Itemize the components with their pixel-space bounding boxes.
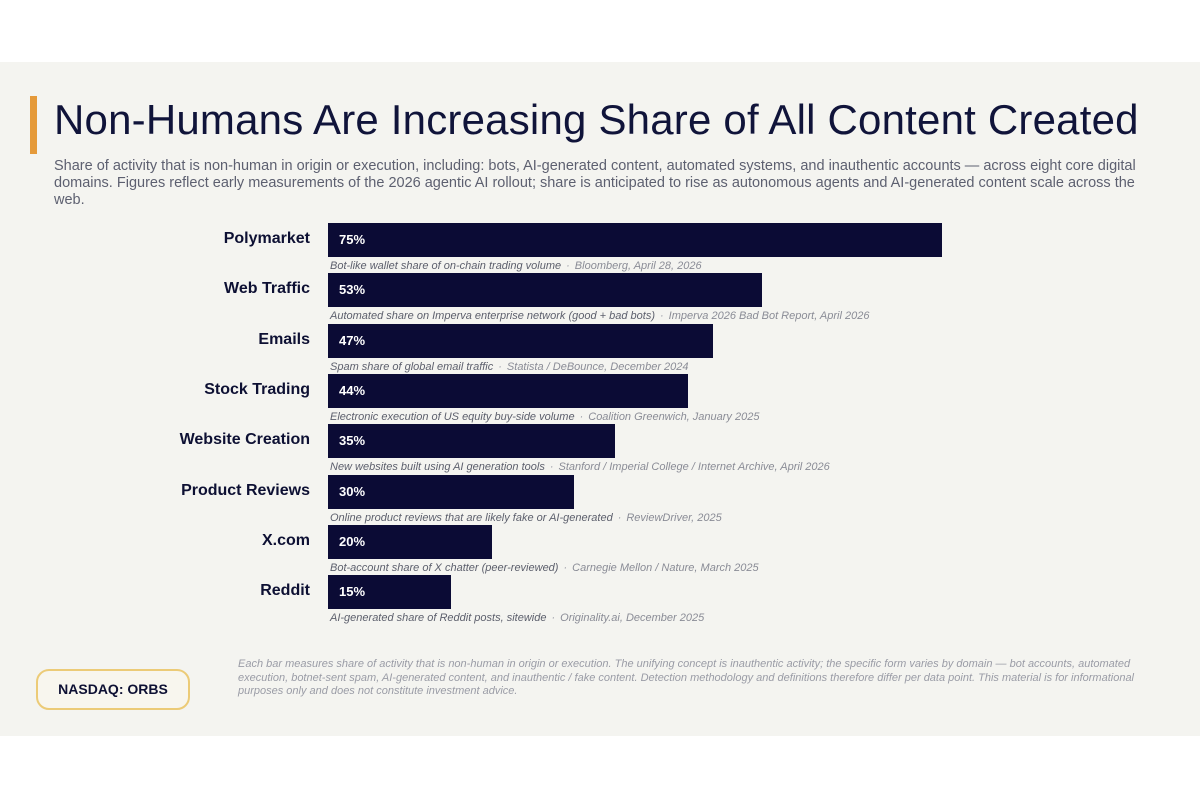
source-separator: · [660,310,664,323]
ticker-badge: NASDAQ: ORBS [36,669,190,710]
bar-product-reviews: 30% [328,474,574,509]
bar-emails: 47% [328,323,713,358]
bar-source: Statista / DeBounce, December 2024 [506,360,689,373]
bar-website-creation: 35% [328,424,615,459]
bar-value-label: 15% [339,584,366,600]
source-separator: · [617,511,622,524]
category-label-polymarket: Polymarket [223,230,310,247]
bar-annotation-polymarket: Bot-like wallet share of on-chain tradin… [330,260,702,272]
bar-value-label: 30% [339,483,366,499]
bar-description: Online product reviews that are likely f… [330,511,613,524]
bar-x-com: 20% [328,524,492,559]
bar-value-label: 20% [339,533,366,549]
source-separator: · [579,410,584,423]
category-label-web-traffic: Web Traffic [224,280,310,298]
bar-source: Stanford / Imperial College / Internet A… [558,461,830,474]
category-label-website-creation: Website Creation [179,431,310,449]
bar-description: Spam share of global email traffic [330,360,494,373]
source-separator: · [551,612,556,625]
bar-source: Originality.ai, December 2025 [560,612,705,625]
bar-value-label: 44% [339,382,366,398]
bar-description: Automated share on Imperva enterprise ne… [330,310,655,323]
bar-web-traffic: 53% [328,273,762,308]
bar-annotation-stock-trading: Electronic execution of US equity buy-si… [330,411,759,423]
bar-source: Imperva 2026 Bad Bot Report, April 2026 [668,310,870,323]
bar-source: Coalition Greenwich, January 2025 [588,410,760,423]
bar-source: Carnegie Mellon / Nature, March 2025 [572,561,759,574]
category-label-product-reviews: Product Reviews [181,481,310,499]
bar-source: ReviewDriver, 2025 [626,511,722,524]
source-separator: · [549,461,554,474]
category-label-emails: Emails [258,330,310,348]
bar-annotation-web-traffic: Automated share on Imperva enterprise ne… [330,310,869,322]
bar-description: Bot-account share of X chatter (peer-rev… [330,561,559,574]
bar-annotation-x-com: Bot-account share of X chatter (peer-rev… [330,562,759,574]
source-separator: · [563,561,568,574]
bar-annotation-emails: Spam share of global email traffic · Stati… [330,361,689,373]
source-separator: · [498,360,502,373]
category-label-reddit: Reddit [260,582,310,600]
category-label-stock-trading: Stock Trading [204,380,310,398]
bar-description: Bot-like wallet share of on-chain tradin… [330,260,562,272]
bar-description: New websites built using AI generation t… [330,461,545,474]
bar-value-label: 35% [339,433,366,449]
bar-value-label: 47% [339,332,366,348]
page-title: Non-Humans Are Increasing Share of All C… [54,96,1139,143]
bar-description: AI-generated share of Reddit posts, site… [330,612,547,625]
bar-annotation-product-reviews: Online product reviews that are likely f… [330,512,722,524]
bar-source: Bloomberg, April 28, 2026 [574,260,702,272]
bar-annotation-reddit: AI-generated share of Reddit posts, site… [330,612,704,624]
bar-value-label: 75% [339,232,366,247]
title-accent-bar [30,96,37,154]
bar-stock-trading: 44% [328,373,689,408]
category-label-x-com: X.com [261,531,310,549]
bar-chart: Polymarket 75% Bot-like wallet share of on… [0,62,1200,736]
source-separator: · [566,260,570,272]
bar-reddit: 15% [328,575,451,610]
footnote: Each bar measures share of activity that… [238,658,1135,697]
bar-polymarket: 75% [328,223,942,257]
bar-description: Electronic execution of US equity buy-si… [330,410,575,423]
slide: Non-Humans Are Increasing Share of All C… [0,62,1200,736]
page-subtitle: Share of activity that is non-human in o… [54,158,1136,208]
bar-annotation-website-creation: New websites built using AI generation t… [330,461,830,473]
bar-value-label: 53% [339,282,366,298]
